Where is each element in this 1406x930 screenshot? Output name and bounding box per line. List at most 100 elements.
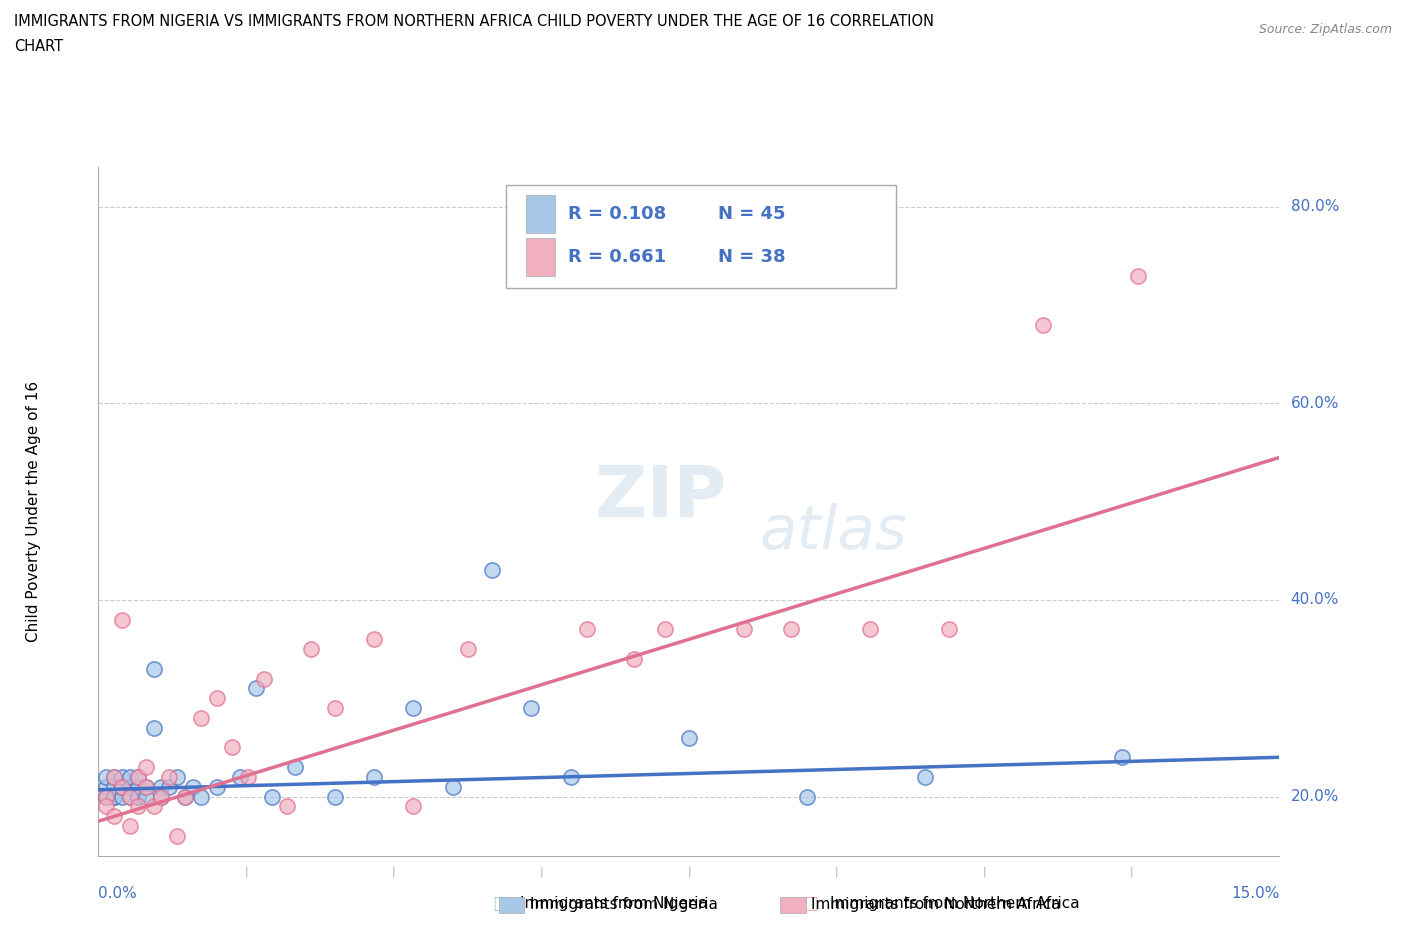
Point	[111, 779, 134, 794]
Text: R = 0.108: R = 0.108	[568, 206, 666, 223]
Point	[127, 790, 149, 804]
Text: |: |	[688, 867, 690, 877]
FancyBboxPatch shape	[526, 195, 555, 233]
FancyBboxPatch shape	[526, 238, 555, 276]
Point	[205, 691, 228, 706]
Text: atlas: atlas	[759, 502, 908, 562]
Point	[96, 779, 118, 794]
Point	[914, 769, 936, 784]
Point	[118, 769, 141, 784]
Point	[111, 790, 134, 804]
Point	[96, 790, 118, 804]
Point	[363, 769, 385, 784]
Point	[284, 760, 307, 775]
Point	[118, 790, 141, 804]
Text: 0.0%: 0.0%	[98, 886, 138, 901]
Point	[142, 799, 165, 814]
Point	[150, 779, 173, 794]
Text: |: |	[540, 867, 543, 877]
Text: N = 45: N = 45	[718, 206, 786, 223]
Text: Immigrants from Nigeria: Immigrants from Nigeria	[530, 897, 718, 912]
Point	[678, 730, 700, 745]
Point	[575, 622, 598, 637]
Point	[481, 563, 503, 578]
Point	[103, 790, 125, 804]
Text: Immigrants from Northern Africa: Immigrants from Northern Africa	[811, 897, 1062, 912]
Point	[654, 622, 676, 637]
Text: |: |	[245, 867, 247, 877]
Point	[111, 769, 134, 784]
Point	[142, 721, 165, 736]
Text: Immigrants from Northern Africa: Immigrants from Northern Africa	[830, 897, 1080, 911]
Point	[780, 622, 803, 637]
Point	[323, 700, 346, 715]
Point	[103, 809, 125, 824]
Text: □: □	[801, 895, 818, 913]
Point	[938, 622, 960, 637]
Point	[299, 642, 322, 657]
Point	[441, 779, 464, 794]
Point	[166, 829, 188, 844]
Point	[157, 769, 180, 784]
Point	[118, 790, 141, 804]
Point	[245, 681, 267, 696]
Point	[103, 790, 125, 804]
Point	[229, 769, 252, 784]
Point	[142, 661, 165, 676]
Point	[1126, 268, 1149, 283]
Point	[150, 790, 173, 804]
Point	[457, 642, 479, 657]
Point	[205, 779, 228, 794]
Point	[111, 779, 134, 794]
Point	[135, 790, 157, 804]
Point	[190, 711, 212, 725]
Point	[1111, 750, 1133, 764]
Point	[157, 779, 180, 794]
Point	[127, 790, 149, 804]
Text: Child Poverty Under the Age of 16: Child Poverty Under the Age of 16	[25, 381, 41, 642]
Text: 40.0%: 40.0%	[1291, 592, 1339, 607]
Point	[127, 769, 149, 784]
Point	[560, 769, 582, 784]
Point	[190, 790, 212, 804]
Text: N = 38: N = 38	[718, 248, 786, 266]
Text: 60.0%: 60.0%	[1291, 396, 1339, 411]
Point	[520, 700, 543, 715]
Point	[135, 760, 157, 775]
Point	[253, 671, 276, 686]
Text: R = 0.661: R = 0.661	[568, 248, 666, 266]
Point	[236, 769, 259, 784]
Point	[174, 790, 197, 804]
Point	[323, 790, 346, 804]
Point	[103, 779, 125, 794]
Text: |: |	[835, 867, 838, 877]
Point	[1032, 317, 1054, 332]
Point	[127, 799, 149, 814]
Point	[118, 779, 141, 794]
Point	[859, 622, 882, 637]
Point	[127, 769, 149, 784]
Point	[276, 799, 298, 814]
Point	[174, 790, 197, 804]
Point	[166, 769, 188, 784]
Point	[733, 622, 755, 637]
Text: □: □	[492, 895, 509, 913]
Text: |: |	[1130, 867, 1133, 877]
Point	[150, 790, 173, 804]
Point	[181, 779, 204, 794]
Point	[96, 799, 118, 814]
Point	[103, 769, 125, 784]
Text: |: |	[392, 867, 395, 877]
Point	[135, 779, 157, 794]
Point	[96, 790, 118, 804]
Point	[796, 790, 818, 804]
Point	[363, 631, 385, 646]
Text: Source: ZipAtlas.com: Source: ZipAtlas.com	[1258, 23, 1392, 36]
Point	[111, 612, 134, 627]
FancyBboxPatch shape	[506, 185, 896, 288]
Point	[103, 769, 125, 784]
Point	[135, 779, 157, 794]
Point	[118, 818, 141, 833]
Text: Immigrants from Nigeria: Immigrants from Nigeria	[520, 897, 709, 911]
Point	[402, 799, 425, 814]
